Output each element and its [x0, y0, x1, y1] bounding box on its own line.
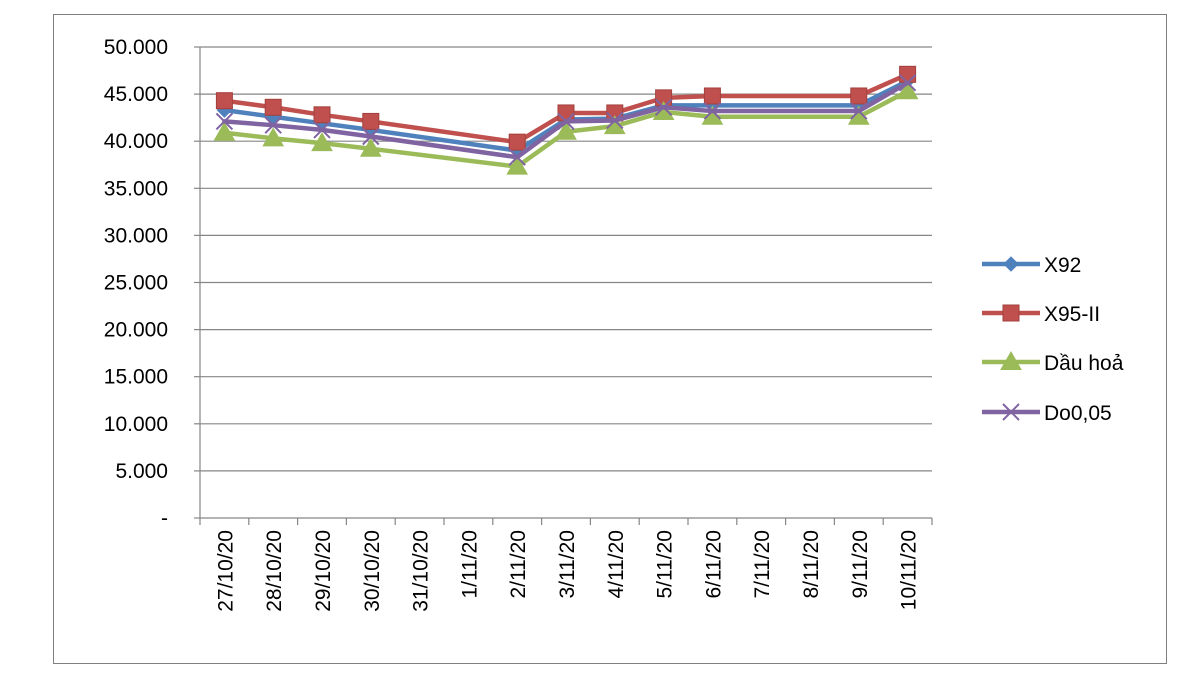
data-point: [264, 116, 282, 134]
legend-item: X92: [982, 254, 1081, 277]
legend-marker: [1002, 304, 1020, 322]
data-point: [359, 137, 382, 157]
y-tick-label: 20.000: [104, 319, 168, 342]
legend-marker: [1002, 403, 1020, 421]
x-tick-label: 6/11/20: [702, 530, 725, 599]
x-tick-label: 2/11/20: [507, 530, 530, 599]
data-point: [313, 121, 331, 139]
x-axis-tick-labels: 27/10/20 28/10/20 29/10/20 30/10/20 31/10/20…: [214, 530, 920, 612]
data-point: [850, 102, 868, 120]
data-point: [508, 148, 526, 166]
x-tick-label: 31/10/20: [410, 530, 433, 612]
legend-label: Do0,05: [1044, 402, 1112, 425]
data-point: [215, 92, 233, 110]
data-point: [703, 87, 721, 105]
data-point: [703, 102, 722, 120]
legend-label: X95-II: [1044, 303, 1100, 326]
data-point: [362, 112, 380, 130]
y-tick-label: 30.000: [104, 224, 168, 247]
data-point: [506, 155, 529, 175]
data-point: [896, 80, 919, 100]
y-tick-label: 25.000: [104, 272, 168, 295]
data-point: [262, 127, 285, 147]
legend-marker: [1003, 256, 1019, 272]
x-tick-label: 5/11/20: [654, 530, 677, 599]
x-tick-label: 28/10/20: [263, 530, 286, 612]
data-point: [898, 74, 917, 92]
data-point: [654, 98, 673, 116]
x-tick-label: 10/11/20: [898, 530, 921, 610]
axes: [194, 46, 933, 525]
y-tick-label: 50.000: [104, 36, 168, 59]
x-tick-label: 30/10/20: [361, 530, 384, 612]
data-point: [899, 65, 917, 83]
y-axis-tick-labels: - 5.000 10.000 15.000 20.000 25.000 30.000 35.0…: [104, 36, 168, 530]
legend-item: Dầu hoả: [982, 350, 1124, 375]
x-tick-label: 7/11/20: [751, 530, 774, 599]
y-tick-label: 15.000: [104, 366, 168, 389]
data-point: [264, 98, 282, 116]
y-tick-label: 40.000: [104, 130, 168, 153]
x-tick-label: 29/10/20: [312, 530, 335, 612]
x-tick-label: 8/11/20: [800, 530, 823, 599]
data-point: [557, 104, 575, 122]
x-tick-label: 9/11/20: [849, 530, 872, 599]
data-point: [313, 106, 331, 124]
x-tick-label: 1/11/20: [458, 530, 481, 599]
data-point: [850, 87, 868, 105]
legend-item: X95-II: [982, 303, 1100, 326]
legend-label: Dầu hoả: [1044, 352, 1124, 375]
data-point: [215, 112, 234, 131]
y-tick-label: 45.000: [104, 83, 168, 106]
y-tick-label: 5.000: [115, 460, 168, 483]
data-point: [508, 133, 526, 151]
x-tick-label: 4/11/20: [605, 530, 628, 599]
data-point: [362, 127, 380, 146]
data-point: [213, 121, 236, 141]
legend-label: X92: [1044, 254, 1081, 277]
data-point: [311, 132, 333, 152]
y-tick-label: 35.000: [104, 177, 168, 200]
y-tick-label: 10.000: [104, 413, 168, 436]
series-lines: [213, 65, 919, 175]
data-point: [606, 111, 624, 130]
x-tick-label: 27/10/20: [214, 530, 237, 612]
series-3: [215, 74, 917, 166]
legend: X92 X95-II Dầu hoả Do0,05: [982, 254, 1124, 425]
legend-marker: [1000, 350, 1022, 370]
y-tick-label: -: [161, 507, 168, 530]
legend-item: Do0,05: [982, 402, 1112, 425]
data-point: [557, 112, 575, 131]
data-point: [555, 120, 577, 140]
x-tick-label: 3/11/20: [556, 530, 579, 599]
chart-frame: [53, 14, 1167, 664]
